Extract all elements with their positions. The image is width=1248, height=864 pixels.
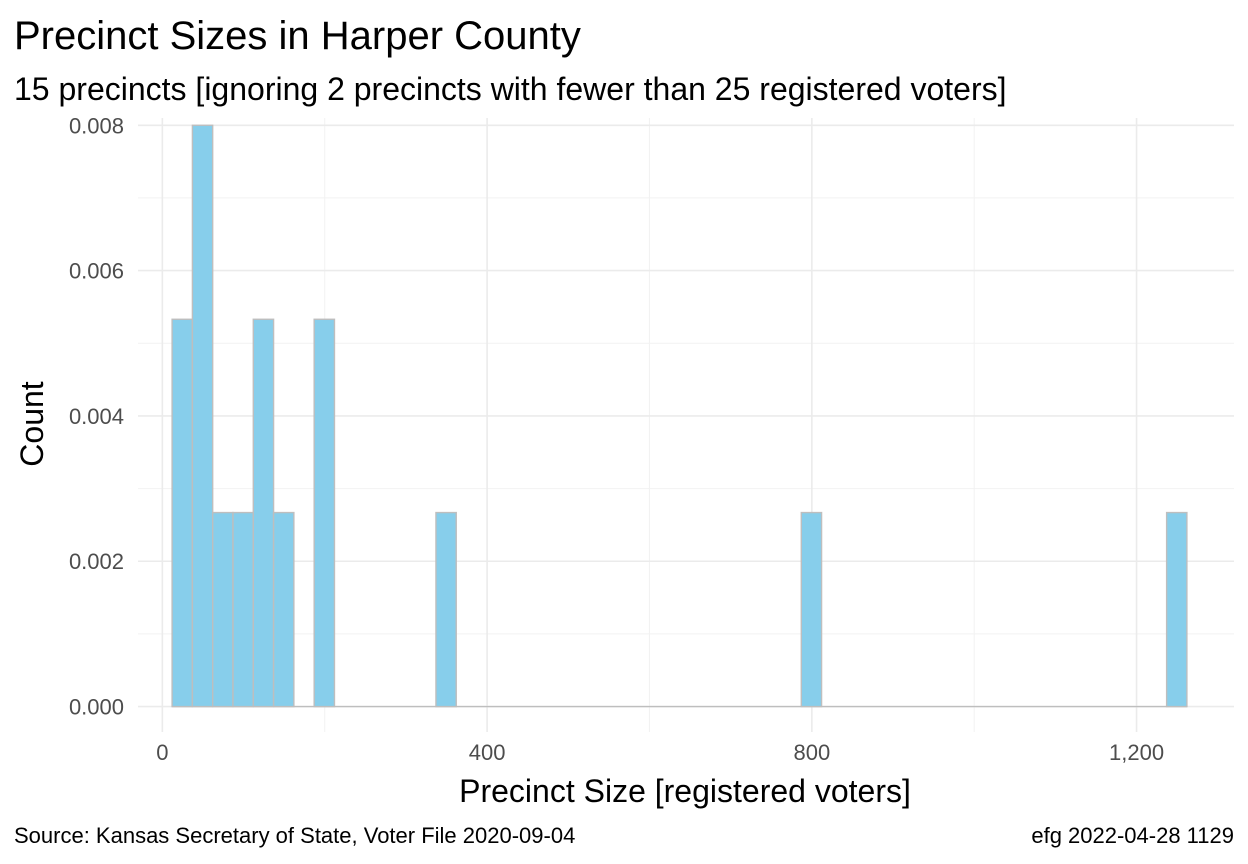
x-tick-label: 400 — [469, 740, 506, 765]
author-caption: efg 2022-04-28 1129 — [1031, 823, 1234, 848]
y-axis-tick-labels: 0.000 0.002 0.004 0.006 0.008 — [69, 113, 124, 719]
y-axis-title: Count — [14, 381, 50, 467]
histogram-bar — [232, 511, 254, 708]
chart-title: Precinct Sizes in Harper County — [14, 14, 581, 58]
x-tick-label: 800 — [793, 740, 830, 765]
source-caption: Source: Kansas Secretary of State, Voter… — [14, 823, 575, 848]
histogram-bar — [191, 124, 214, 708]
histogram-bar — [435, 511, 457, 708]
x-axis-title: Precinct Size [registered voters] — [459, 773, 911, 809]
x-axis-tick-labels: 0 400 800 1,200 — [156, 740, 1164, 765]
y-tick-label: 0.002 — [69, 549, 124, 574]
histogram-bars — [171, 124, 1188, 708]
histogram-bar — [313, 318, 336, 708]
histogram-bar — [272, 511, 295, 708]
y-tick-label: 0.004 — [69, 404, 124, 429]
histogram-bar — [252, 318, 275, 708]
x-tick-label: 1,200 — [1109, 740, 1164, 765]
y-tick-label: 0.008 — [69, 113, 124, 138]
y-tick-label: 0.000 — [69, 695, 124, 720]
histogram-bar — [211, 511, 234, 708]
major-gridlines — [138, 118, 1234, 732]
minor-gridlines — [138, 118, 1234, 732]
histogram-bar — [171, 318, 194, 708]
plot-panel — [138, 118, 1234, 732]
histogram-bar — [800, 511, 823, 708]
x-tick-label: 0 — [156, 740, 168, 765]
y-tick-label: 0.006 — [69, 259, 124, 284]
chart-subtitle: 15 precincts [ignoring 2 precincts with … — [14, 71, 1007, 107]
histogram-bar — [1165, 511, 1188, 708]
